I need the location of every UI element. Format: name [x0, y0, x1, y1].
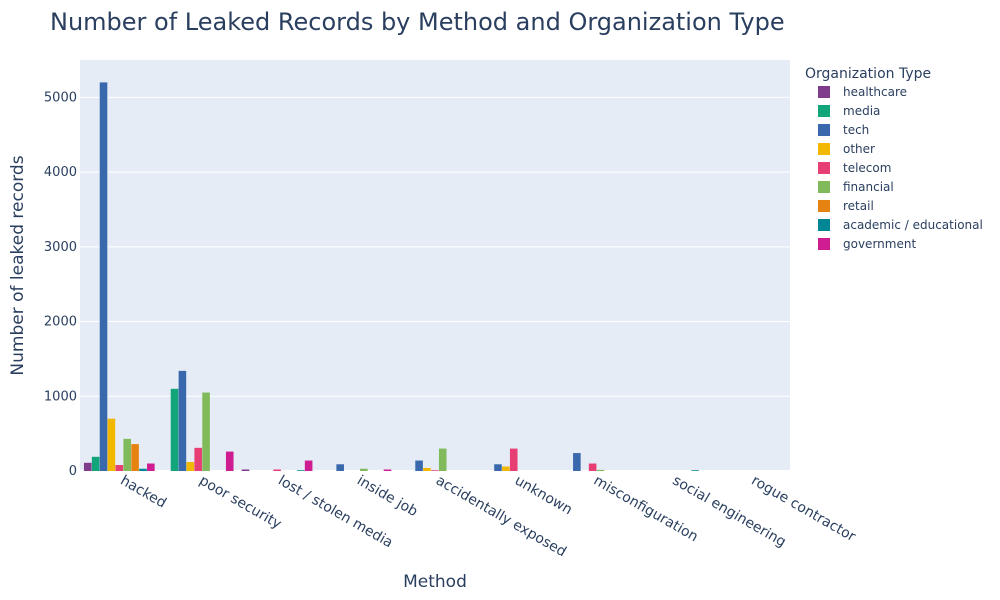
legend[interactable]: healthcare media tech other telecom financial…	[818, 85, 983, 251]
bar[interactable]	[588, 463, 597, 471]
bar[interactable]	[438, 448, 447, 471]
legend-label[interactable]: media	[843, 104, 880, 118]
bar[interactable]	[383, 469, 392, 471]
legend-label[interactable]: tech	[843, 123, 869, 137]
y-axis-ticks: 0 1000 2000 3000 4000 5000	[44, 90, 77, 479]
legend-swatch[interactable]	[818, 162, 830, 174]
bar[interactable]	[99, 82, 108, 471]
legend-label[interactable]: financial	[843, 180, 894, 194]
plot-area	[80, 60, 790, 471]
legend-label[interactable]: government	[843, 237, 916, 251]
bar[interactable]	[83, 462, 92, 471]
y-axis-title: Number of leaked records	[8, 155, 28, 375]
bar[interactable]	[423, 468, 431, 471]
x-tick-label: poor security	[196, 473, 284, 533]
legend-swatch[interactable]	[818, 219, 830, 231]
x-tick-label: unknown	[512, 473, 575, 519]
legend-label[interactable]: other	[843, 142, 875, 156]
x-tick-label: hacked	[117, 473, 169, 512]
x-tick-label: inside job	[354, 473, 420, 521]
bar[interactable]	[304, 460, 313, 471]
y-tick-label: 5000	[44, 90, 77, 105]
legend-swatch[interactable]	[818, 238, 830, 250]
bar[interactable]	[336, 464, 344, 471]
bar[interactable]	[115, 465, 124, 471]
legend-swatch[interactable]	[818, 181, 830, 193]
chart-title: Number of Leaked Records by Method and O…	[50, 8, 785, 36]
bar[interactable]	[225, 451, 234, 471]
legend-swatch[interactable]	[818, 86, 830, 98]
legend-swatch[interactable]	[818, 143, 830, 155]
bar[interactable]	[186, 462, 195, 471]
bar[interactable]	[170, 388, 179, 471]
bars	[83, 82, 699, 471]
legend-label[interactable]: telecom	[843, 161, 891, 175]
bar[interactable]	[123, 438, 131, 471]
legend-swatch[interactable]	[818, 124, 830, 136]
bar[interactable]	[178, 370, 187, 471]
legend-title: Organization Type	[805, 66, 931, 82]
legend-label[interactable]: healthcare	[843, 85, 907, 99]
bar[interactable]	[91, 456, 100, 471]
legend-label[interactable]: academic / educational	[843, 218, 983, 232]
bar[interactable]	[296, 470, 305, 471]
x-tick-label: accidentally exposed	[433, 473, 569, 561]
y-tick-label: 4000	[44, 165, 77, 180]
bar[interactable]	[509, 448, 518, 471]
bar[interactable]	[139, 468, 147, 471]
bar[interactable]	[241, 469, 250, 471]
bar[interactable]	[691, 470, 699, 471]
bar[interactable]	[573, 453, 581, 471]
bar[interactable]	[107, 418, 116, 471]
bar[interactable]	[194, 447, 202, 471]
legend-swatch[interactable]	[818, 200, 830, 212]
bar[interactable]	[202, 392, 210, 471]
bar[interactable]	[431, 470, 439, 471]
bar[interactable]	[596, 469, 605, 471]
bar[interactable]	[415, 460, 423, 471]
bar[interactable]	[494, 464, 502, 471]
bar[interactable]	[147, 463, 155, 471]
y-tick-label: 2000	[44, 315, 77, 330]
y-tick-label: 1000	[44, 389, 77, 404]
bar[interactable]	[360, 468, 368, 471]
bar[interactable]	[502, 466, 510, 471]
bar[interactable]	[273, 469, 281, 471]
y-tick-label: 0	[69, 464, 77, 479]
x-axis-title: Method	[403, 572, 467, 592]
legend-label[interactable]: retail	[843, 199, 874, 213]
bar[interactable]	[131, 444, 139, 471]
y-tick-label: 3000	[44, 240, 77, 255]
legend-swatch[interactable]	[818, 105, 830, 117]
